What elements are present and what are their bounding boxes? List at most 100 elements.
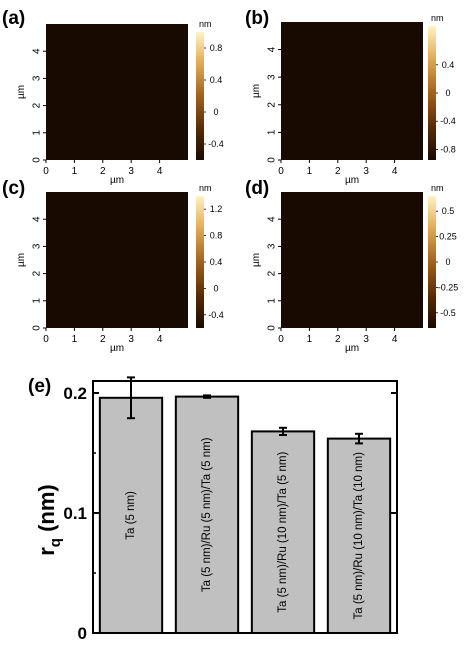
colorbar-tick-label: 0 [213, 283, 218, 293]
x-tick-label: 2 [100, 334, 106, 345]
x-tick-label: 2 [100, 166, 106, 177]
colorbar-tick-label: -0.4 [208, 139, 224, 149]
x-tick-label: 2 [335, 334, 341, 345]
x-tick-label: 4 [157, 334, 163, 345]
afm-image-a [46, 24, 188, 160]
panel-label-c: (c) [2, 178, 25, 199]
y-axis-unit-label: µm [16, 85, 27, 99]
y-axis: 0 0.1 0.2 [63, 384, 397, 643]
x-tick-label: 1 [307, 334, 313, 345]
afm-panel-d: (d) 0 1 2 3 4 0 1 2 3 4 µm µm nm 0.5 0.25 0 -0.25 -0.5 [245, 178, 458, 354]
x-tick-label: 2 [335, 166, 341, 177]
colorbar-tick-label: 0.4 [442, 60, 455, 70]
bar-category-label: Ta (5 nm) [125, 491, 137, 540]
x-tick-label: 0 [278, 334, 284, 345]
x-tick-label: 3 [128, 166, 134, 177]
afm-axes-b: 0 1 2 3 4 0 1 2 3 4 µm µm [251, 46, 398, 186]
y-tick-label: 0 [267, 157, 278, 163]
bars: Ta (5 nm) Ta (5 nm)/Ru (5 nm)/Ta (5 nm) Ta… [98, 376, 392, 634]
colorbar-tick-label: 0.8 [210, 43, 223, 53]
afm-panel-a: (a) 0 1 2 3 4 0 1 2 3 4 µm µm nm 0.8 0.4 0 -0.4 [2, 8, 224, 186]
colorbar-gradient [428, 196, 436, 328]
colorbar-gradient [196, 32, 204, 160]
x-tick-label: 0 [43, 334, 49, 345]
y-tick-label: 2 [32, 102, 43, 108]
colorbar-b: nm 0.4 0 -0.4 -0.8 [428, 13, 456, 160]
bar-category-label: Ta (5 nm)/Ru (5 nm)/Ta (5 nm) [201, 437, 213, 592]
y-axis-label-unit: (nm) [34, 484, 59, 538]
panel-label-a: (a) [2, 8, 25, 29]
y-tick-label: 4 [267, 46, 278, 52]
bar [174, 395, 240, 634]
y-tick-label: 2 [267, 270, 278, 276]
y-tick-label: 2 [267, 102, 278, 108]
y-tick-label: 0.1 [63, 504, 87, 523]
x-tick-label: 4 [392, 334, 398, 345]
y-tick-label: 0.2 [63, 384, 87, 403]
colorbar-tick-label: 0.5 [442, 206, 455, 216]
x-tick-label: 4 [157, 166, 163, 177]
plot-frame [92, 380, 398, 634]
x-tick-label: 3 [128, 334, 134, 345]
afm-image-d [281, 192, 423, 328]
colorbar-tick-label: -0.4 [208, 310, 224, 320]
afm-axes-c: 0 1 2 3 4 0 1 2 3 4 µm µm [16, 216, 163, 354]
y-axis-unit-label: µm [251, 253, 262, 267]
y-tick-label: 4 [267, 216, 278, 222]
colorbar-gradient [428, 26, 436, 160]
x-axis-unit-label: µm [345, 175, 359, 186]
colorbar-unit: nm [199, 183, 212, 193]
y-tick-label: 3 [267, 74, 278, 80]
colorbar-tick-label: -0.8 [440, 144, 456, 154]
afm-image-c [46, 192, 188, 328]
y-tick-label: 4 [32, 216, 43, 222]
colorbar-gradient [196, 196, 204, 328]
afm-axes-a: 0 1 2 3 4 0 1 2 3 4 µm µm [16, 48, 163, 186]
colorbar-tick-label: 0 [445, 88, 450, 98]
x-axis-unit-label: µm [110, 175, 124, 186]
afm-panel-c: (c) 0 1 2 3 4 0 1 2 3 4 µm µm nm 1.2 0.8 0.4 0 -0.4 [2, 178, 224, 354]
colorbar-tick-label: 1.2 [210, 204, 223, 214]
x-tick-label: 1 [72, 166, 78, 177]
bar-category-label: Ta (5 nm)/Ru (10 nm)/Ta (10 nm) [353, 452, 365, 620]
x-tick-label: 1 [72, 334, 78, 345]
x-tick-label: 0 [43, 166, 49, 177]
y-tick-label: 0 [32, 325, 43, 331]
afm-image-b [281, 22, 423, 160]
colorbar-tick-label: -0.25 [438, 282, 459, 292]
y-tick-label: 1 [32, 298, 43, 304]
colorbar-d: nm 0.5 0.25 0 -0.25 -0.5 [428, 183, 458, 328]
y-tick-label: 0 [267, 325, 278, 331]
x-tick-label: 0 [278, 166, 284, 177]
colorbar-tick-label: 0.4 [210, 257, 223, 267]
y-axis-label-main: r [34, 547, 59, 556]
y-tick-label: 0 [78, 624, 87, 643]
colorbar-tick-label: 0.8 [210, 231, 223, 241]
y-axis-unit-label: µm [251, 84, 262, 98]
panel-label-e: (e) [28, 376, 51, 397]
colorbar-tick-label: -0.5 [440, 308, 456, 318]
y-axis-label: rq (nm) [34, 484, 64, 556]
panel-label-d: (d) [245, 178, 269, 199]
colorbar-tick-label: 0.4 [210, 75, 223, 85]
y-tick-label: 3 [32, 75, 43, 81]
y-tick-label: 4 [32, 48, 43, 54]
bar [98, 396, 164, 634]
x-axis-unit-label: µm [110, 343, 124, 354]
colorbar-tick-label: 0.25 [439, 232, 457, 242]
panel-label-b: (b) [245, 8, 269, 29]
colorbar-unit: nm [431, 13, 444, 23]
colorbar-tick-label: 0 [445, 257, 450, 267]
y-axis-unit-label: µm [16, 253, 27, 267]
x-tick-label: 4 [392, 166, 398, 177]
bar-chart-panel: (e) rq (nm) Ta (5 nm) Ta (5 nm)/Ru (5 nm)… [28, 376, 398, 643]
colorbar-tick-label: 0 [213, 107, 218, 117]
x-tick-label: 1 [307, 166, 313, 177]
afm-axes-d: 0 1 2 3 4 0 1 2 3 4 µm µm [251, 216, 398, 354]
bar [250, 430, 316, 634]
colorbar-tick-label: -0.4 [440, 116, 456, 126]
y-tick-label: 0 [32, 157, 43, 163]
x-tick-label: 3 [363, 334, 369, 345]
y-tick-label: 1 [267, 298, 278, 304]
